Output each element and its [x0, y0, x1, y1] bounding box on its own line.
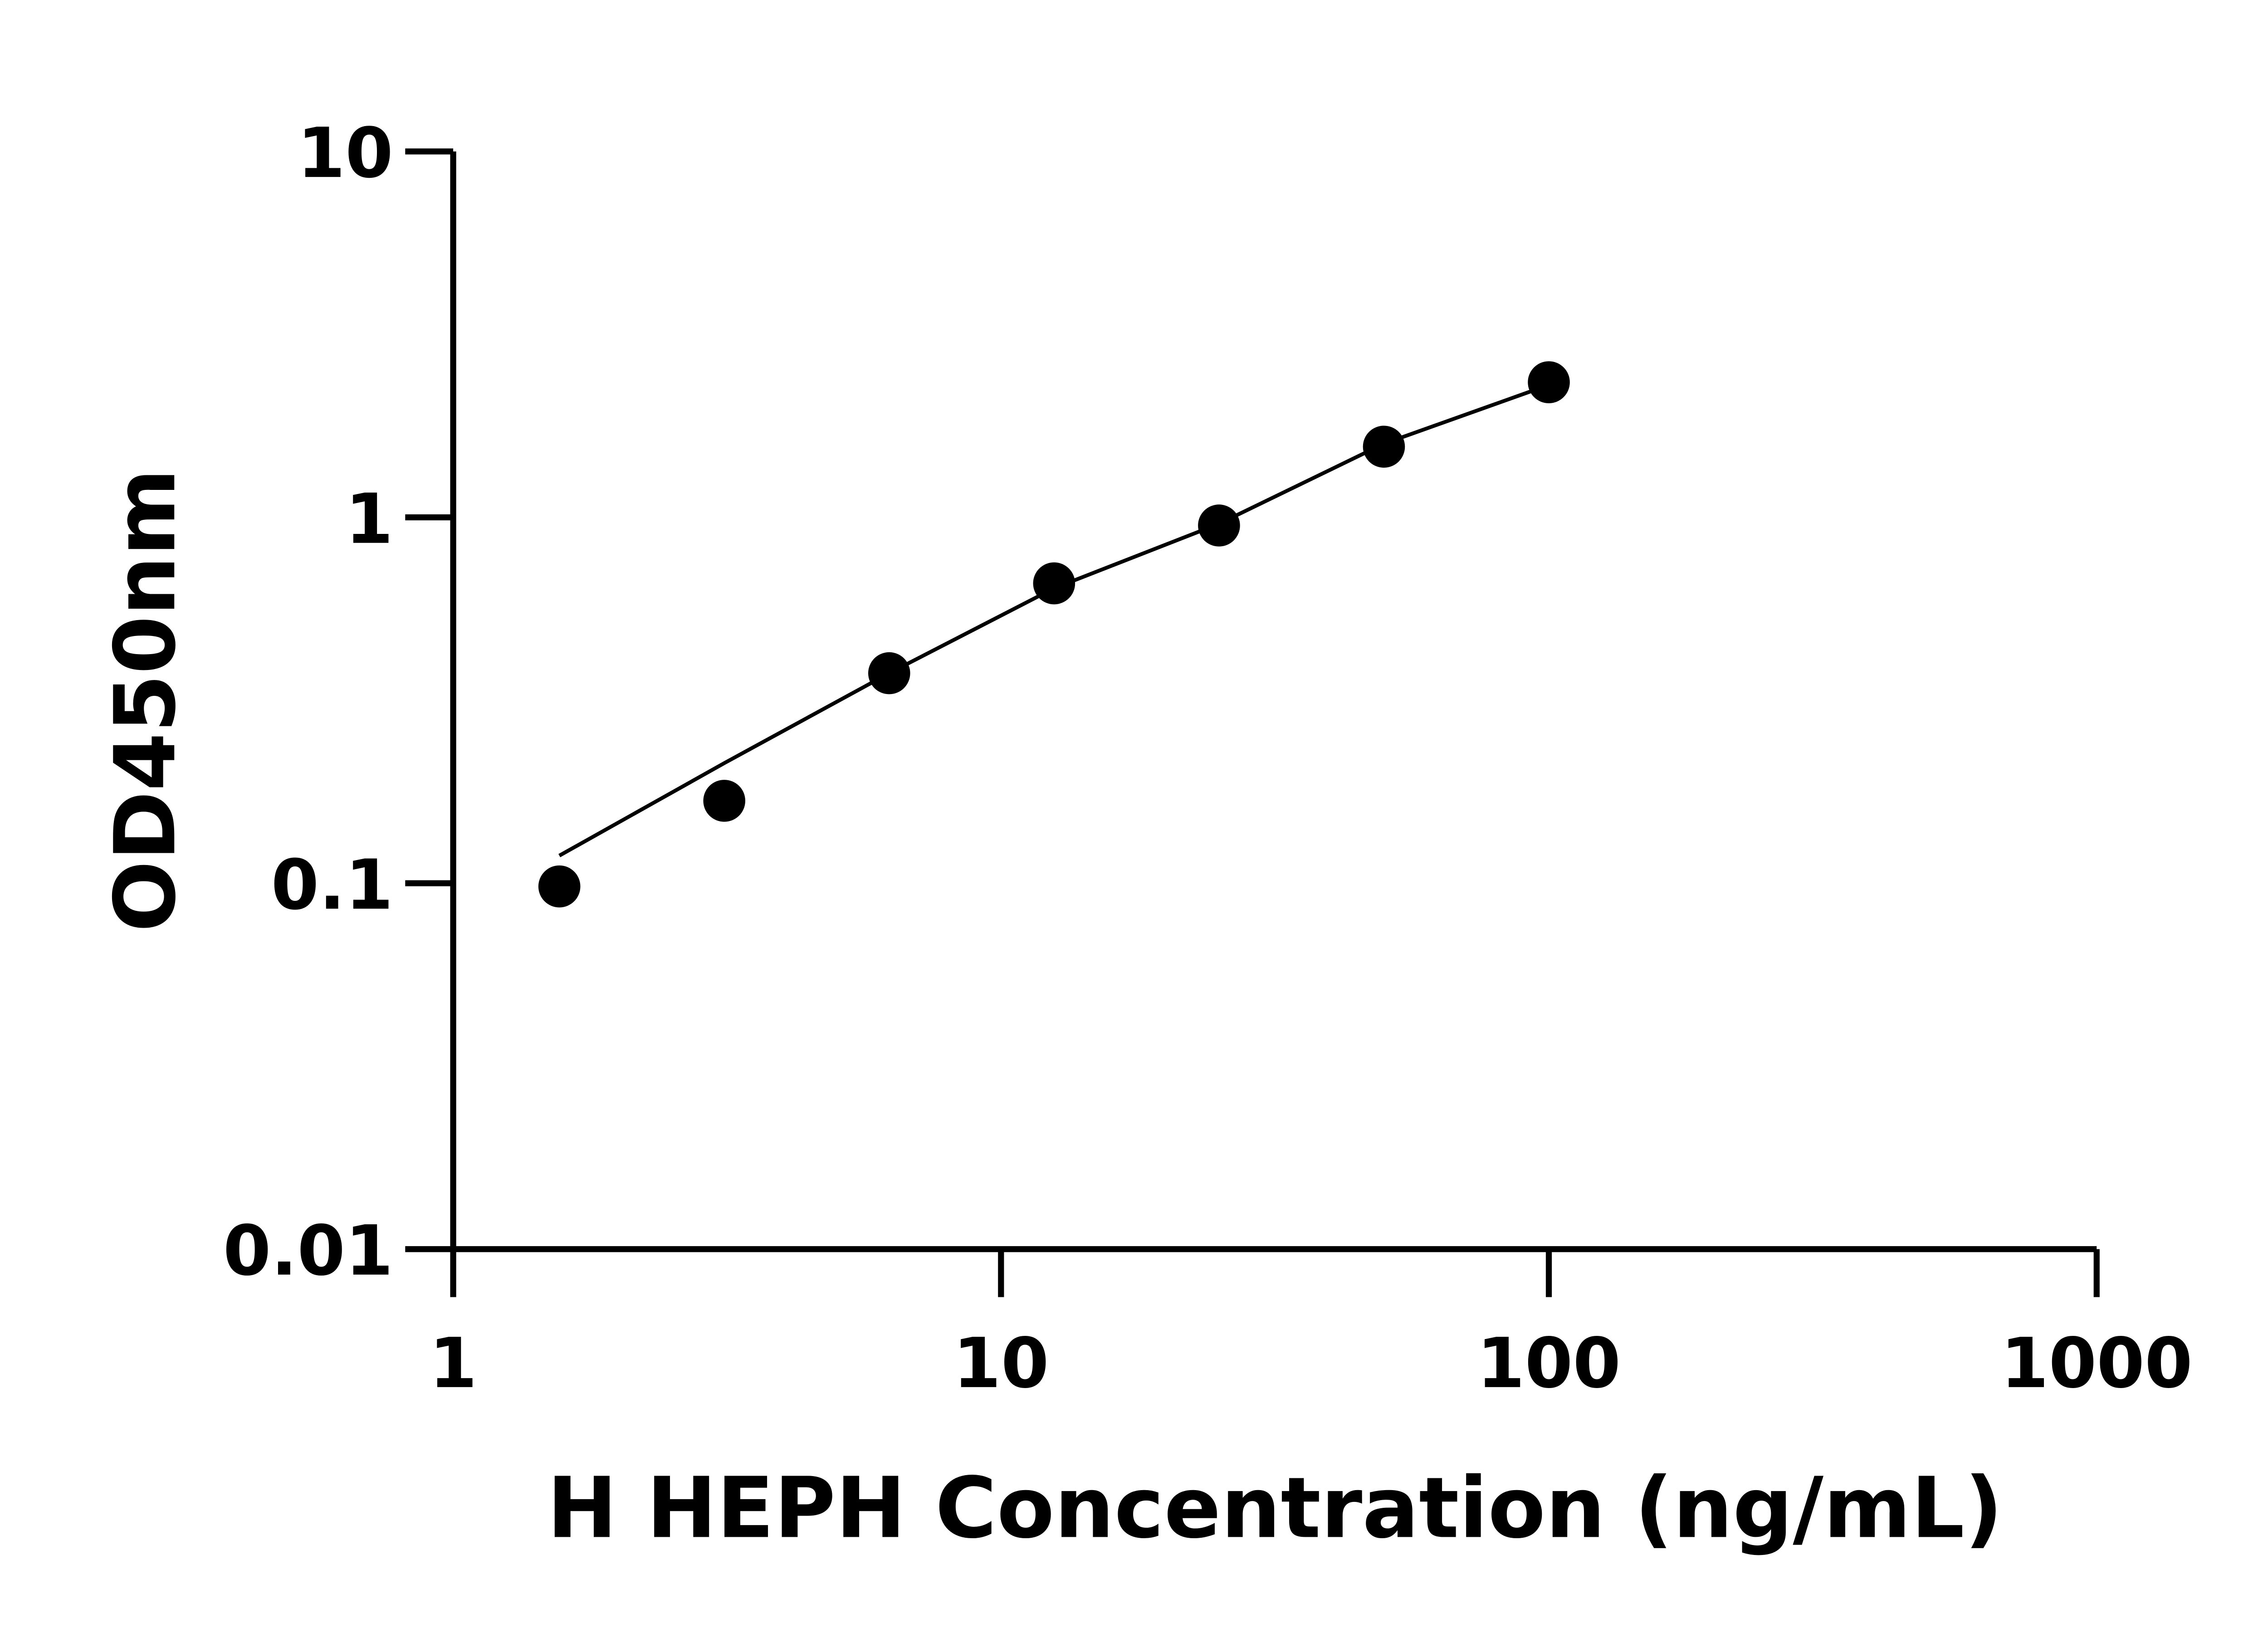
- y-tick-label: 1: [345, 479, 393, 559]
- x-tick-label: 1: [429, 1323, 477, 1403]
- y-axis-label: OD450nm: [96, 469, 194, 932]
- x-tick-label: 1000: [2001, 1323, 2193, 1403]
- data-point: [868, 652, 910, 694]
- data-point: [703, 780, 746, 822]
- data-point: [1528, 361, 1570, 403]
- x-tick-label: 100: [1477, 1323, 1621, 1403]
- y-tick-label: 0.1: [271, 845, 393, 925]
- x-tick-label: 10: [953, 1323, 1049, 1403]
- data-point: [538, 865, 581, 908]
- y-tick-label: 0.01: [223, 1211, 393, 1291]
- y-tick-label: 10: [297, 113, 393, 193]
- axes: 1 10 100 1000 0.01 0.1 1 10: [223, 113, 2193, 1403]
- x-axis-label: H HEPH Concentration (ng/mL): [547, 1459, 2003, 1557]
- data-point: [1033, 562, 1075, 605]
- data-point: [1363, 425, 1405, 468]
- marks: [538, 361, 1570, 908]
- data-point: [1198, 504, 1240, 547]
